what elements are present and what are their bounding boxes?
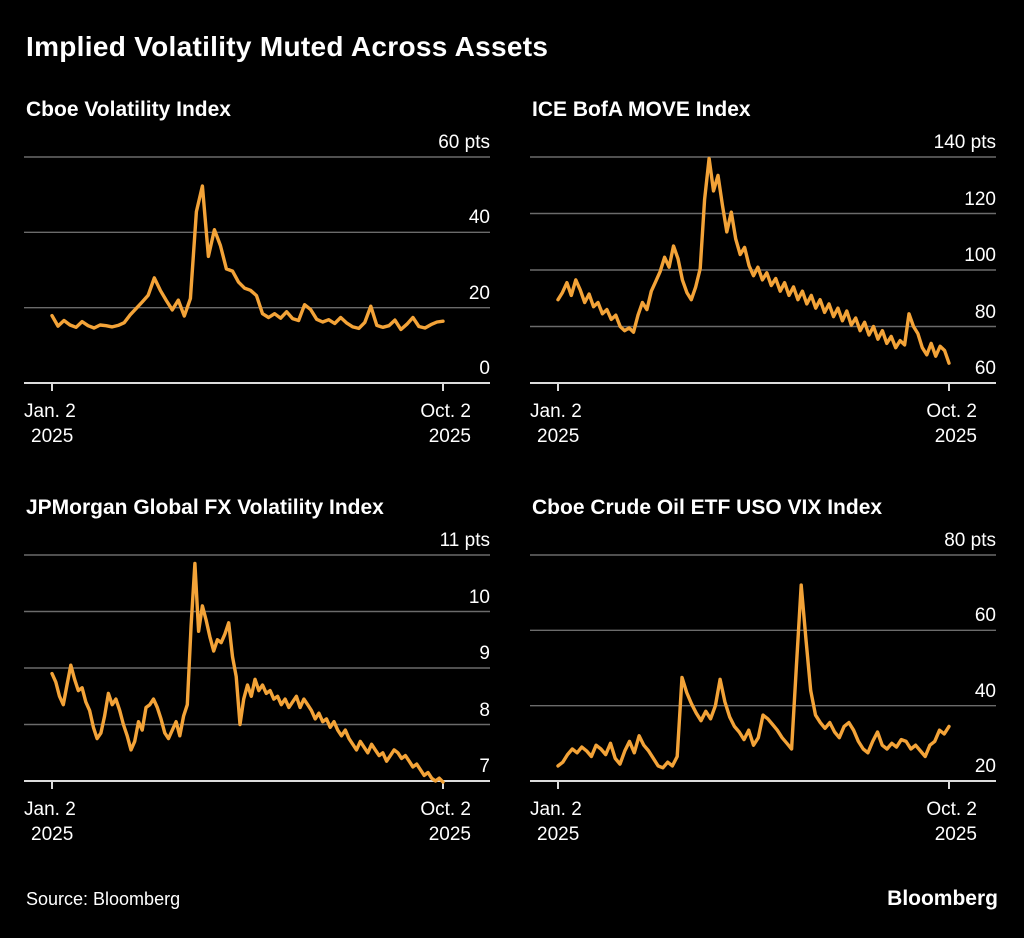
line-chart-canvas xyxy=(24,554,490,789)
x-end-date: Oct. 2 xyxy=(926,799,977,820)
x-start-year: 2025 xyxy=(31,824,74,845)
x-start-year: 2025 xyxy=(537,824,580,845)
x-end-date: Oct. 2 xyxy=(420,401,471,422)
panel-move-index: ICE BofA MOVE Index 140 pts 120 100 80 60 Ja… xyxy=(530,97,996,449)
data-line xyxy=(50,561,445,784)
x-start-date: Jan. 2 xyxy=(530,401,582,422)
source-note: Source: Bloomberg xyxy=(26,889,181,909)
x-start-date: Jan. 2 xyxy=(24,401,76,422)
panel-title: JPMorgan Global FX Volatility Index xyxy=(26,496,384,519)
x-end-year: 2025 xyxy=(428,824,471,845)
x-start-year: 2025 xyxy=(31,426,74,447)
x-start-date: Jan. 2 xyxy=(530,799,582,820)
x-end-year: 2025 xyxy=(428,426,471,447)
panel-title: Cboe Volatility Index xyxy=(26,98,231,121)
line-chart-canvas xyxy=(24,156,490,391)
x-end-year: 2025 xyxy=(934,824,977,845)
x-axis-labels: Jan. 2 2025 Oct. 2 2025 xyxy=(530,797,996,847)
chart-area: 60 pts 40 20 0 xyxy=(24,129,490,391)
x-axis-label-end: Oct. 2 2025 xyxy=(926,797,977,847)
line-chart-canvas xyxy=(530,156,996,391)
x-end-year: 2025 xyxy=(934,426,977,447)
x-axis-label-end: Oct. 2 2025 xyxy=(926,399,977,449)
x-axis-labels: Jan. 2 2025 Oct. 2 2025 xyxy=(24,399,490,449)
x-start-year: 2025 xyxy=(537,426,580,447)
data-line xyxy=(556,156,951,365)
chart-area: 11 pts 10 9 8 7 xyxy=(24,527,490,789)
x-axis-label-end: Oct. 2 2025 xyxy=(420,797,471,847)
bloomberg-figure: Implied Volatility Muted Across Assets C… xyxy=(24,31,998,911)
line-chart-canvas xyxy=(530,554,996,789)
panel-title: Cboe Crude Oil ETF USO VIX Index xyxy=(532,496,883,519)
x-axis-label-start: Jan. 2 2025 xyxy=(24,399,76,449)
panel-title: ICE BofA MOVE Index xyxy=(532,98,751,121)
x-axis-labels: Jan. 2 2025 Oct. 2 2025 xyxy=(530,399,996,449)
x-axis-label-start: Jan. 2 2025 xyxy=(530,797,582,847)
x-end-date: Oct. 2 xyxy=(926,401,977,422)
data-line xyxy=(556,583,951,770)
figure-title: Implied Volatility Muted Across Assets xyxy=(26,31,549,62)
bloomberg-logo: Bloomberg xyxy=(887,887,998,910)
x-axis-label-start: Jan. 2 2025 xyxy=(530,399,582,449)
footer: Source: Bloomberg Bloomberg xyxy=(24,887,998,911)
panel-cboe-vix: Cboe Volatility Index 60 pts 40 20 0 Jan. 2… xyxy=(24,97,490,449)
x-axis-label-start: Jan. 2 2025 xyxy=(24,797,76,847)
x-axis-labels: Jan. 2 2025 Oct. 2 2025 xyxy=(24,797,490,847)
chart-area: 140 pts 120 100 80 60 xyxy=(530,129,996,391)
x-end-date: Oct. 2 xyxy=(420,799,471,820)
panel-jpm-fx-vol: JPMorgan Global FX Volatility Index 11 p… xyxy=(24,495,490,847)
data-line xyxy=(50,184,445,332)
panel-uso-vix: Cboe Crude Oil ETF USO VIX Index 80 pts 6… xyxy=(530,495,996,847)
x-start-date: Jan. 2 xyxy=(24,799,76,820)
chart-area: 80 pts 60 40 20 xyxy=(530,527,996,789)
x-axis-label-end: Oct. 2 2025 xyxy=(420,399,471,449)
chart-grid: Cboe Volatility Index 60 pts 40 20 0 Jan. 2… xyxy=(24,97,998,847)
